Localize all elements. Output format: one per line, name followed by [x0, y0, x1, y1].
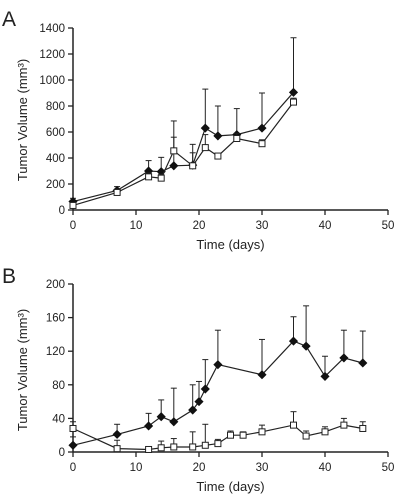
- x-tick-label: 40: [319, 220, 332, 232]
- data-point-diamond: [68, 440, 78, 450]
- y-tick-label: 80: [52, 380, 65, 392]
- data-point-square: [258, 140, 266, 148]
- series-2: [69, 97, 297, 209]
- data-point-diamond: [320, 371, 330, 381]
- y-tick-label: 120: [46, 346, 65, 358]
- y-tick-label: 1400: [39, 23, 65, 35]
- x-tick-label: 20: [193, 220, 206, 232]
- data-point-square: [201, 441, 209, 449]
- data-point-square: [69, 201, 77, 209]
- y-tick-label: 0: [59, 447, 65, 459]
- data-point-diamond: [257, 123, 267, 133]
- data-point-square: [69, 424, 77, 432]
- series-line: [72, 424, 363, 451]
- data-point-square: [170, 147, 178, 155]
- data-point-square: [239, 431, 247, 439]
- panel-label: A: [2, 8, 16, 31]
- data-point-square: [113, 445, 121, 453]
- x-tick-label: 30: [256, 462, 269, 474]
- x-axis-title: Time (days): [196, 237, 264, 252]
- data-point-square: [189, 162, 197, 170]
- data-point-diamond: [288, 336, 299, 346]
- y-axis-title: Tumor Volume (mm³): [15, 59, 30, 181]
- data-point-square: [321, 428, 329, 436]
- data-point-diamond: [358, 358, 368, 368]
- data-point-square: [290, 421, 297, 429]
- data-point-square: [340, 421, 348, 429]
- x-tick-label: 10: [130, 462, 143, 474]
- x-tick-label: 0: [70, 462, 76, 474]
- data-point-diamond: [194, 397, 204, 407]
- series-1: [68, 305, 368, 450]
- data-point-square: [359, 424, 367, 432]
- data-point-diamond: [288, 87, 299, 97]
- y-tick-label: 400: [46, 153, 65, 165]
- data-point-diamond: [213, 360, 223, 370]
- data-point-square: [214, 440, 222, 448]
- y-tick-label: 0: [59, 205, 65, 217]
- y-tick-label: 160: [46, 313, 65, 325]
- data-point-diamond: [301, 341, 311, 351]
- data-point-square: [214, 152, 222, 160]
- data-point-diamond: [188, 405, 198, 415]
- x-tick-label: 30: [256, 220, 269, 232]
- series-1: [68, 37, 299, 207]
- y-tick-label: 200: [46, 179, 65, 191]
- series-line: [72, 101, 294, 206]
- data-point-diamond: [213, 131, 223, 141]
- series-2: [69, 411, 367, 453]
- panel-a: A 0 200 400 600 800 1000 1200 1400 0 10 20 30 40 50 Tim…: [2, 8, 394, 252]
- data-point-square: [258, 428, 266, 436]
- data-point-square: [290, 98, 297, 106]
- data-point-square: [170, 443, 178, 451]
- data-point-square: [227, 431, 234, 439]
- data-point-square: [145, 445, 153, 453]
- x-tick-label: 10: [130, 220, 143, 232]
- data-point-square: [113, 188, 121, 196]
- data-point-square: [157, 174, 165, 182]
- data-point-square: [201, 144, 209, 152]
- y-tick-label: 800: [46, 101, 65, 113]
- x-axis-title: Time (days): [196, 479, 264, 494]
- data-point-diamond: [156, 412, 166, 422]
- x-tick-label: 20: [193, 462, 206, 474]
- panel-label: B: [2, 265, 16, 288]
- y-tick-label: 1200: [39, 49, 65, 61]
- y-tick-label: 600: [46, 127, 65, 139]
- data-point-square: [189, 443, 197, 451]
- data-point-square: [157, 444, 165, 452]
- data-point-diamond: [169, 161, 179, 171]
- y-axis-title: Tumor Volume (mm³): [15, 309, 30, 431]
- data-point-diamond: [169, 417, 179, 427]
- x-tick-label: 40: [319, 462, 332, 474]
- data-point-diamond: [112, 429, 122, 439]
- data-point-diamond: [339, 353, 349, 363]
- x-tick-label: 50: [382, 220, 395, 232]
- data-point-diamond: [257, 370, 267, 380]
- y-tick-label: 200: [46, 279, 65, 291]
- data-point-diamond: [200, 123, 210, 133]
- y-tick-label: 1000: [39, 75, 65, 87]
- x-tick-label: 50: [382, 462, 395, 474]
- x-tick-label: 0: [70, 220, 76, 232]
- data-point-square: [145, 173, 153, 181]
- data-point-square: [302, 432, 310, 440]
- data-point-diamond: [144, 421, 154, 431]
- data-point-diamond: [200, 384, 210, 394]
- panel-b: B 0 40 80 120 160 200 0 10 20 30 40 50 Time (days) Tum…: [2, 265, 394, 494]
- data-point-square: [233, 135, 241, 142]
- y-tick-label: 40: [52, 413, 65, 425]
